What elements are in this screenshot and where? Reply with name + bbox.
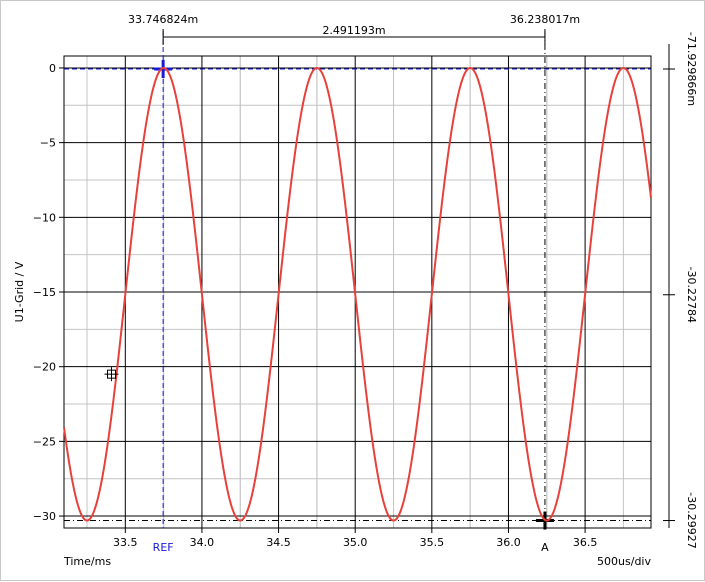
- ref-cursor-time-label: 33.746824m: [128, 13, 198, 26]
- delta-time-label: 2.491193m: [322, 24, 385, 37]
- y-tick-label: −10: [33, 211, 56, 224]
- y-tick-label: −15: [33, 286, 56, 299]
- series-line: [63, 66, 652, 522]
- x-tick-label: 35.5: [420, 536, 445, 549]
- y-tick-label: 0: [49, 62, 56, 75]
- axis-tick-labels: 33.5 34.0 34.5 35.0 35.5 36.0 36.5 0 −5 −10 −15 −20…: [33, 62, 598, 549]
- right-axis-label: -71.929866m: [685, 32, 698, 106]
- right-axis-label: -30.29927: [685, 492, 698, 548]
- y-tick-label: −20: [33, 361, 56, 374]
- annotations: -71.929866m -30.22784 -30.29927 33.746824m 3…: [104, 13, 698, 554]
- x-tick-label: 33.5: [113, 536, 138, 549]
- x-tick-label: 36.5: [573, 536, 598, 549]
- a-cursor-time-label: 36.238017m: [510, 13, 580, 26]
- right-axis-label: -30.22784: [685, 267, 698, 323]
- x-tick-label: 35.0: [343, 536, 368, 549]
- y-tick-label: −25: [33, 435, 56, 448]
- ref-cursor-label: REF: [153, 541, 174, 554]
- y-tick-label: −30: [33, 510, 56, 523]
- x-tick-label: 34.5: [266, 536, 291, 549]
- point-marker: [104, 367, 119, 382]
- plot-frame: [63, 55, 652, 529]
- timebase-label: 500us/div: [597, 555, 651, 568]
- a-cursor-label: A: [541, 541, 549, 554]
- series-layer: [63, 66, 652, 522]
- x-tick-label: 34.0: [190, 536, 215, 549]
- x-axis-label: Time/ms: [63, 555, 111, 568]
- y-tick-label: −5: [40, 137, 56, 150]
- x-tick-label: 36.0: [496, 536, 521, 549]
- y-axis-label: U1-Grid / V: [13, 261, 26, 322]
